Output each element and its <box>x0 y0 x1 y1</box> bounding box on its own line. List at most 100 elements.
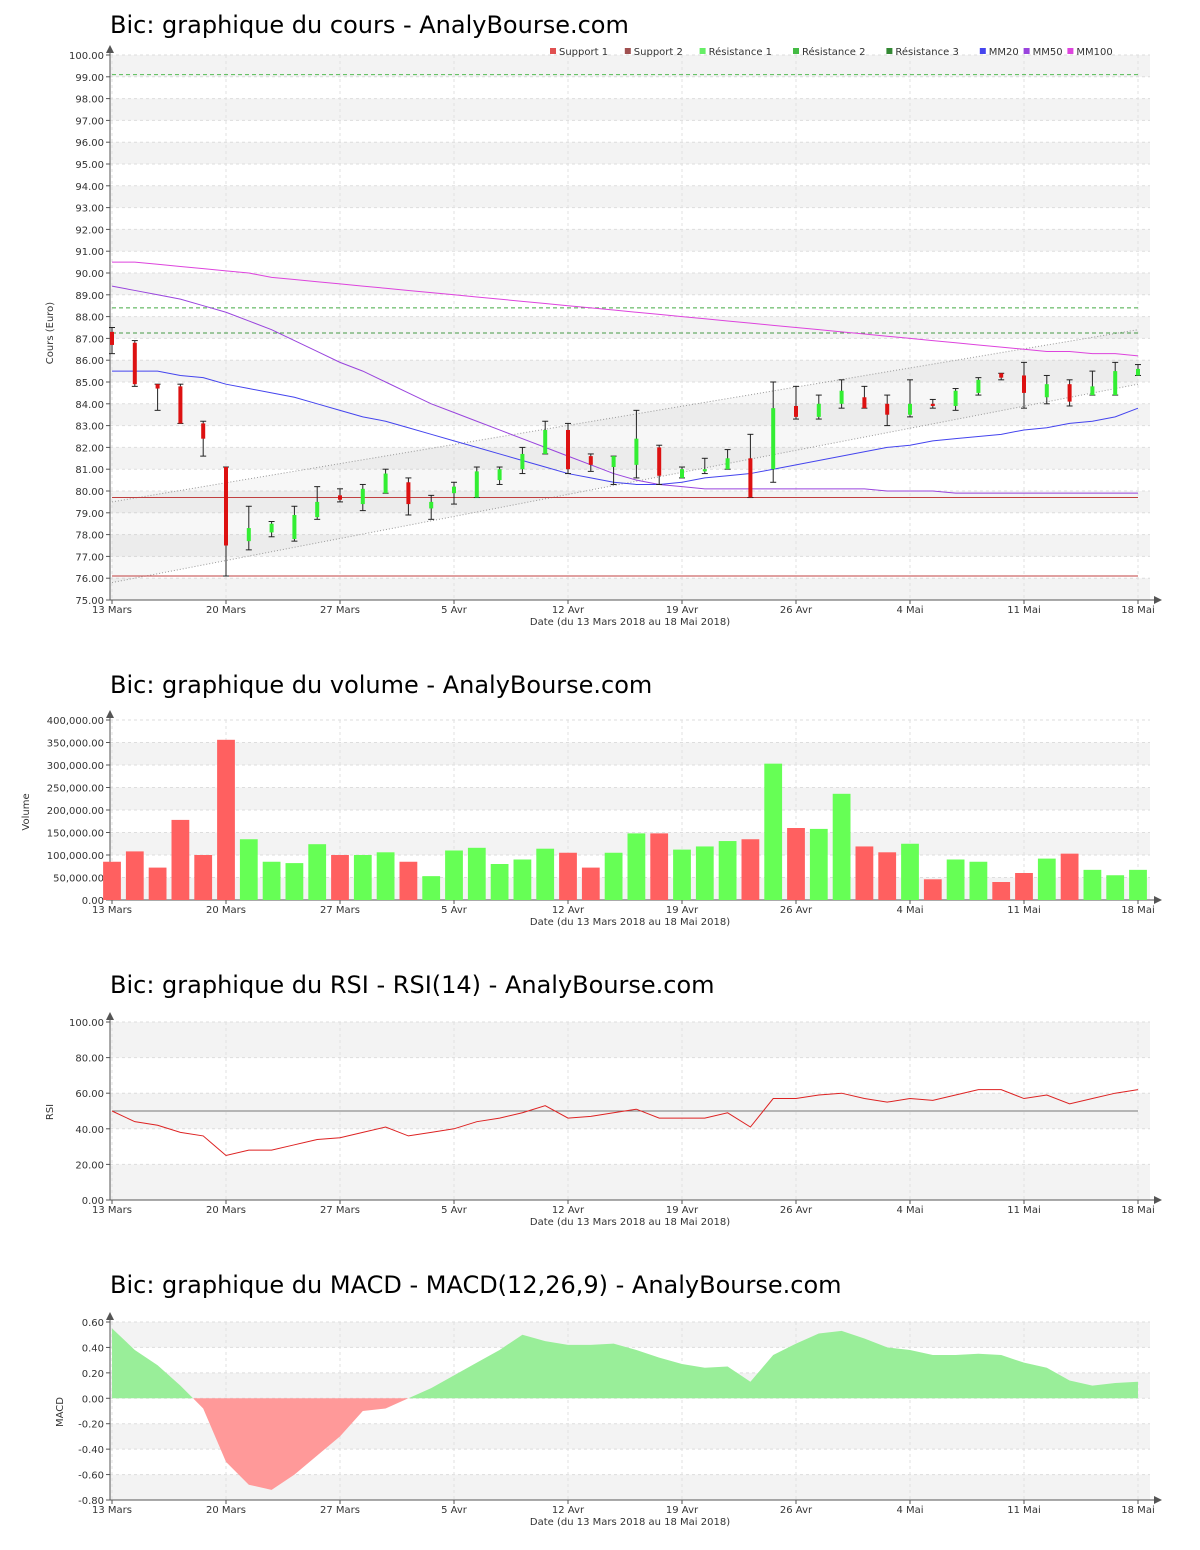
macd-x-tick-label: 19 Avr <box>666 1505 699 1516</box>
rsi-y-axis-arrow <box>106 1012 114 1020</box>
candle-body <box>155 384 160 389</box>
macd-x-tick-label: 5 Avr <box>441 1505 468 1516</box>
volume-bar <box>741 839 760 900</box>
candle-body <box>132 342 137 385</box>
candle-body <box>908 403 912 415</box>
volume-y-axis-label: Volume <box>21 793 32 830</box>
volume-bar <box>331 855 349 900</box>
price-x-tick-label: 26 Avr <box>780 605 813 616</box>
candle-body <box>360 488 365 505</box>
volume-y-tick-label: 350,000.00 <box>47 739 104 750</box>
candle-body <box>1067 384 1072 402</box>
volume-bar <box>923 879 942 900</box>
rsi-x-tick-label: 18 Mai <box>1121 1205 1154 1216</box>
volume-bar <box>992 882 1011 900</box>
candle-body <box>885 403 890 415</box>
volume-grid-band <box>110 742 1150 765</box>
volume-bar <box>239 839 258 900</box>
volume-bar <box>650 833 669 900</box>
rsi-x-tick-label: 5 Avr <box>441 1205 468 1216</box>
trend-channel <box>112 329 1138 583</box>
volume-y-tick-label: 400,000.00 <box>47 716 104 727</box>
rsi-x-tick-label: 26 Avr <box>780 1205 813 1216</box>
rsi-chart: 0.00 20.00 40.00 60.00 80.00 100.00 13 Mars 20 … <box>69 1012 1162 1216</box>
rsi-y-tick-label: 40.00 <box>75 1125 104 1136</box>
volume-x-axis-label: Date (du 13 Mars 2018 au 18 Mai 2018) <box>530 917 730 928</box>
candle-body <box>110 331 114 345</box>
candle-body <box>246 528 251 542</box>
macd-y-tick-label: -0.40 <box>78 1445 104 1456</box>
volume-bar <box>262 861 281 900</box>
price-y-tick-label: 98.00 <box>75 95 104 106</box>
price-y-tick-label: 91.00 <box>75 247 104 258</box>
rsi-y-axis-label: RSI <box>45 1104 56 1120</box>
price-x-tick-label: 5 Avr <box>441 605 468 616</box>
macd-x-tick-label: 26 Avr <box>780 1505 813 1516</box>
volume-x-tick-label: 18 Mai <box>1121 905 1154 916</box>
candle-body <box>383 473 388 494</box>
volume-bar <box>536 848 555 900</box>
volume-bar <box>285 863 304 900</box>
volume-y-tick-label: 200,000.00 <box>47 806 104 817</box>
price-grid-band <box>110 98 1150 121</box>
volume-x-tick-label: 20 Mars <box>206 905 246 916</box>
price-grid-band <box>110 447 1150 470</box>
price-y-tick-label: 77.00 <box>75 552 104 563</box>
macd-y-tick-label: -0.20 <box>78 1420 104 1431</box>
candle-body <box>292 514 297 539</box>
volume-x-tick-label: 12 Avr <box>552 905 585 916</box>
macd-x-tick-label: 13 Mars <box>92 1505 132 1516</box>
volume-x-tick-label: 19 Avr <box>666 905 699 916</box>
volume-bar <box>103 861 121 900</box>
legend-entry: Support 1 <box>559 47 608 58</box>
volume-bar <box>422 876 441 900</box>
price-x-tick-label: 18 Mai <box>1121 605 1154 616</box>
candle-body <box>1113 371 1118 396</box>
macd-grid-band <box>110 1322 1150 1348</box>
candle-body <box>771 408 776 470</box>
volume-bar <box>1106 875 1125 900</box>
rsi-y-tick-label: 100.00 <box>69 1018 104 1029</box>
rsi-y-tick-label: 80.00 <box>75 1054 104 1065</box>
price-x-tick-label: 27 Mars <box>320 605 360 616</box>
legend-swatch <box>1067 48 1074 54</box>
price-x-tick-label: 13 Mars <box>92 605 132 616</box>
legend-entry: MM50 <box>1033 47 1063 58</box>
price-grid-band <box>110 273 1150 295</box>
candle-body <box>588 456 593 465</box>
legend-swatch <box>624 48 631 54</box>
price-y-tick-label: 85.00 <box>75 378 104 389</box>
rsi-x-tick-label: 4 Mai <box>896 1205 923 1216</box>
candle-body <box>725 458 730 470</box>
volume-x-axis-arrow <box>1154 896 1162 904</box>
price-y-tick-label: 97.00 <box>75 116 104 127</box>
price-y-axis-arrow <box>106 45 114 53</box>
volume-bar <box>832 793 851 900</box>
price-x-axis-label: Date (du 13 Mars 2018 au 18 Mai 2018) <box>530 617 730 628</box>
volume-bar <box>217 739 235 900</box>
volume-bar <box>901 843 919 900</box>
volume-bar <box>1083 869 1102 900</box>
volume-bar <box>1060 853 1079 900</box>
price-y-tick-label: 81.00 <box>75 465 104 476</box>
macd-y-tick-label: -0.80 <box>78 1496 104 1507</box>
candle-body <box>566 429 570 470</box>
price-grid-band <box>110 55 1150 77</box>
legend-swatch <box>1023 48 1030 54</box>
price-x-tick-label: 20 Mars <box>206 605 246 616</box>
candle-body <box>452 486 456 494</box>
rsi-x-tick-label: 13 Mars <box>92 1205 132 1216</box>
price-grid-band <box>110 185 1150 208</box>
price-y-tick-label: 84.00 <box>75 400 104 411</box>
candle-body <box>611 456 616 468</box>
volume-bar <box>946 859 965 900</box>
macd-x-tick-label: 18 Mai <box>1121 1505 1154 1516</box>
price-y-tick-label: 95.00 <box>75 160 104 171</box>
volume-bar <box>490 864 509 900</box>
macd-y-tick-label: 0.60 <box>82 1318 104 1329</box>
macd-chart-title: Bic: graphique du MACD - MACD(12,26,9) -… <box>110 1271 842 1299</box>
volume-bar <box>787 828 805 900</box>
price-chart: 75.00 76.00 77.00 78.00 79.00 80.00 81.00 82.00… <box>69 45 1162 616</box>
macd-x-tick-label: 27 Mars <box>320 1505 360 1516</box>
candle-body <box>680 469 684 478</box>
